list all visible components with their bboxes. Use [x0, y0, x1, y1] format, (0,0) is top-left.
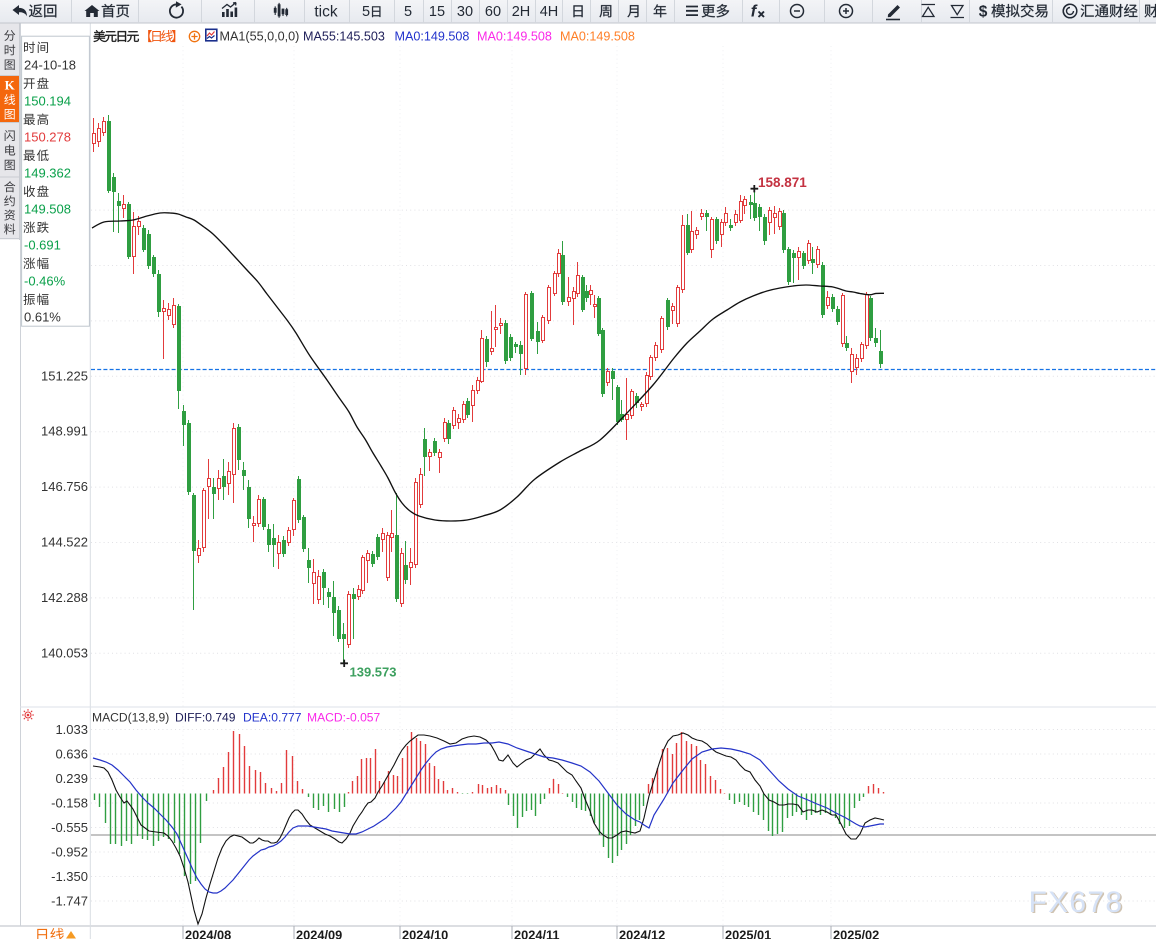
svg-text:2025/01: 2025/01 — [725, 928, 771, 940]
svg-text:5: 5 — [404, 4, 412, 20]
svg-text:-0.555: -0.555 — [51, 820, 88, 835]
svg-text:148.991: 148.991 — [41, 424, 88, 439]
svg-text:146.756: 146.756 — [41, 479, 88, 494]
svg-text:2H: 2H — [512, 4, 531, 20]
svg-text:tick: tick — [314, 4, 338, 21]
svg-text:f: f — [751, 3, 758, 21]
svg-text:140.053: 140.053 — [41, 645, 88, 660]
svg-text:MA1(55,0,0,0): MA1(55,0,0,0) — [220, 30, 300, 44]
svg-text:149.508: 149.508 — [24, 202, 71, 217]
svg-text:MA55:145.503: MA55:145.503 — [303, 30, 385, 44]
svg-text:2024/08: 2024/08 — [185, 928, 231, 940]
svg-text:0.636: 0.636 — [55, 747, 88, 762]
svg-text:1.033: 1.033 — [55, 722, 88, 737]
svg-text:$: $ — [979, 4, 988, 21]
svg-text:DEA:0.777: DEA:0.777 — [243, 711, 302, 725]
svg-text:FX678: FX678 — [1029, 886, 1124, 919]
svg-text:MA0:149.508: MA0:149.508 — [560, 30, 635, 44]
svg-text:150.194: 150.194 — [24, 94, 71, 109]
svg-text:139.573: 139.573 — [350, 665, 397, 680]
svg-text:2024/12: 2024/12 — [619, 928, 665, 940]
svg-text:2025/02: 2025/02 — [833, 928, 879, 940]
svg-text:FX678: FX678 — [1030, 887, 1125, 920]
svg-text:-0.691: -0.691 — [24, 238, 61, 253]
svg-text:-0.158: -0.158 — [51, 796, 88, 811]
svg-text:150.278: 150.278 — [24, 130, 71, 145]
svg-text:151.225: 151.225 — [41, 368, 88, 383]
svg-text:60: 60 — [485, 4, 501, 20]
svg-text:MACD:-0.057: MACD:-0.057 — [307, 711, 381, 725]
svg-text:24-10-18: 24-10-18 — [24, 58, 76, 73]
svg-text:149.362: 149.362 — [24, 166, 71, 181]
svg-text:15: 15 — [429, 4, 445, 20]
svg-text:-1.350: -1.350 — [51, 869, 88, 884]
svg-text:0.239: 0.239 — [55, 771, 88, 786]
svg-text:MA0:149.508: MA0:149.508 — [477, 30, 552, 44]
svg-text:144.522: 144.522 — [41, 535, 88, 550]
svg-text:142.288: 142.288 — [41, 590, 88, 605]
svg-text:2024/09: 2024/09 — [296, 928, 342, 940]
svg-text:158.871: 158.871 — [758, 175, 807, 190]
svg-text:DIFF:0.749: DIFF:0.749 — [175, 711, 236, 725]
svg-text:5: 5 — [362, 4, 370, 20]
svg-text:4H: 4H — [540, 4, 559, 20]
svg-text:K: K — [5, 77, 16, 92]
svg-text:0.61%: 0.61% — [24, 310, 61, 325]
svg-text:2024/10: 2024/10 — [402, 928, 448, 940]
svg-text:-0.952: -0.952 — [51, 845, 88, 860]
svg-text:30: 30 — [457, 4, 473, 20]
svg-text:-0.46%: -0.46% — [24, 274, 66, 289]
svg-text:2024/11: 2024/11 — [514, 928, 560, 940]
svg-text:MA0:149.508: MA0:149.508 — [395, 30, 470, 44]
svg-text:MACD(13,8,9): MACD(13,8,9) — [92, 711, 169, 725]
svg-text:-1.747: -1.747 — [51, 894, 88, 909]
